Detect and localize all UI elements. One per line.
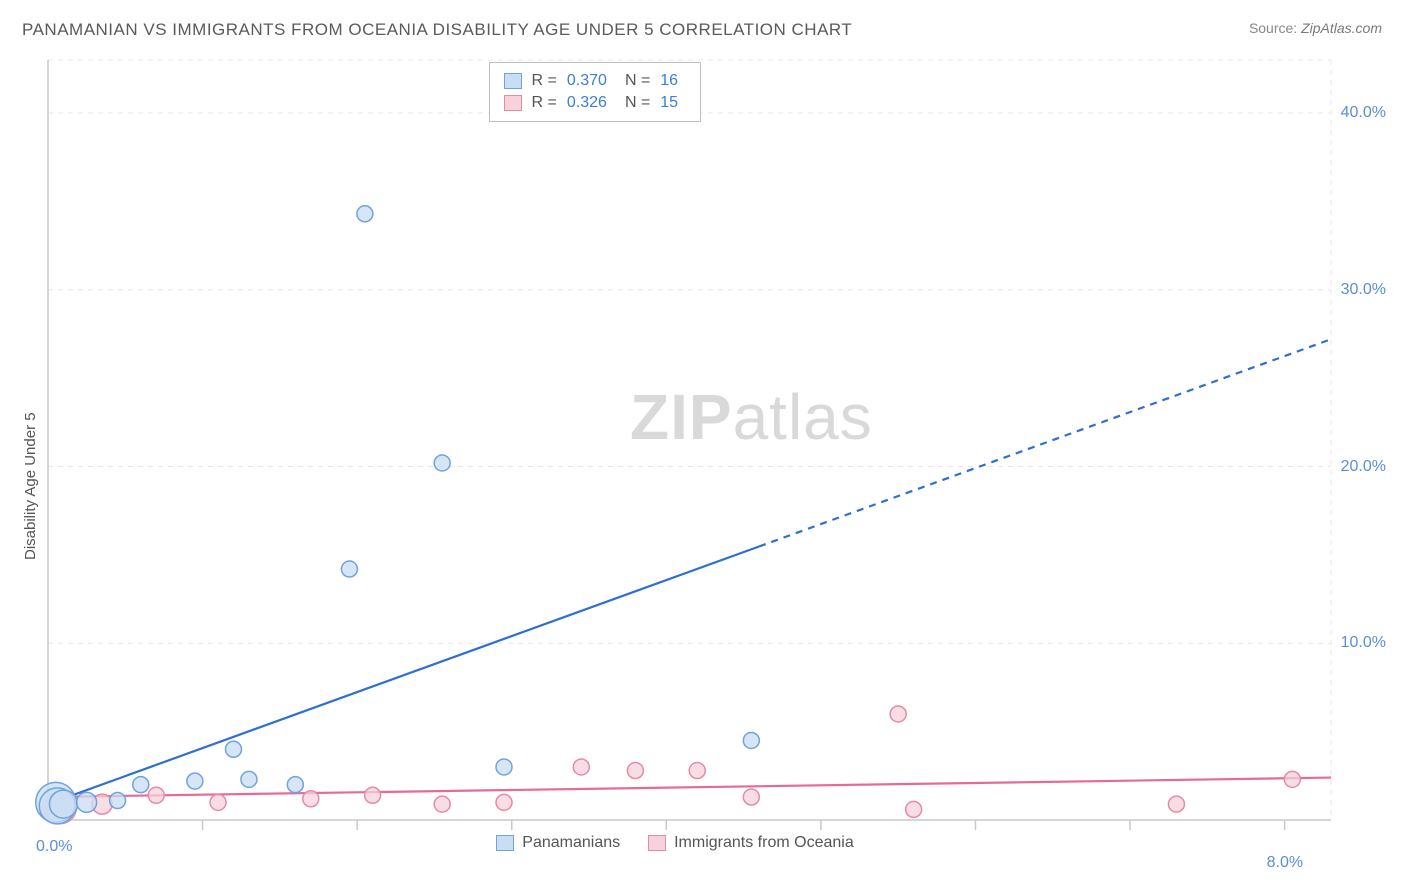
r-label: R =: [532, 92, 557, 114]
n-label: N =: [625, 92, 650, 114]
legend-swatch-blue: [504, 73, 522, 89]
y-tick-label: 40.0%: [1341, 104, 1386, 122]
x-max-label: 8.0%: [1267, 854, 1303, 872]
r-value: 0.326: [567, 92, 607, 114]
n-value: 15: [660, 92, 678, 114]
r-label: R =: [532, 70, 557, 92]
x-origin-label: 0.0%: [36, 838, 72, 856]
scatter-chart-svg: [0, 0, 1406, 892]
legend-swatch-blue: [496, 835, 514, 851]
legend-swatch-pink: [504, 95, 522, 111]
n-value: 16: [660, 70, 678, 92]
legend-item-blue: Panamanians: [496, 834, 620, 852]
legend-swatch-pink: [648, 835, 666, 851]
legend-item-pink: Immigrants from Oceania: [648, 834, 854, 852]
y-tick-label: 10.0%: [1341, 634, 1386, 652]
legend-label: Panamanians: [522, 834, 620, 852]
stats-legend-row: R = 0.370 N = 16: [504, 70, 687, 92]
category-legend: Panamanians Immigrants from Oceania: [496, 834, 853, 852]
y-tick-label: 30.0%: [1341, 281, 1386, 299]
stats-legend: R = 0.370 N = 16 R = 0.326 N = 15: [489, 62, 702, 122]
stats-legend-row: R = 0.326 N = 15: [504, 92, 687, 114]
legend-label: Immigrants from Oceania: [674, 834, 854, 852]
chart-area: [0, 0, 1406, 892]
n-label: N =: [625, 70, 650, 92]
r-value: 0.370: [567, 70, 607, 92]
y-tick-label: 20.0%: [1341, 458, 1386, 476]
